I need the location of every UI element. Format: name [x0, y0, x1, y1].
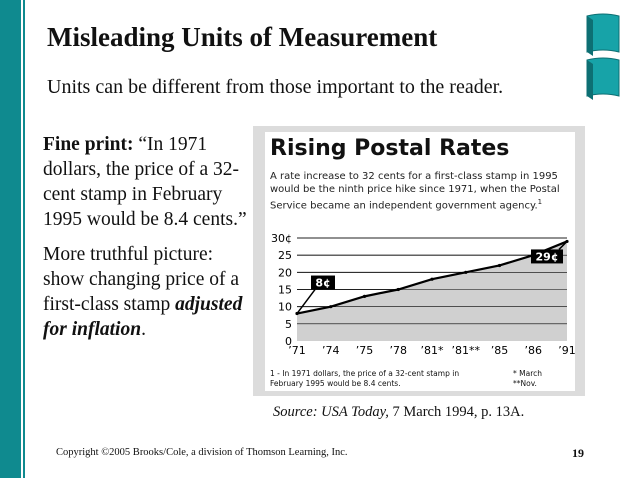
data-point — [362, 294, 367, 298]
data-point — [396, 287, 400, 292]
figure-panel: Rising Postal Rates A rate increase to 3… — [265, 132, 575, 391]
slide-title: Misleading Units of Measurement — [47, 22, 438, 52]
x-tick-label: ’71 — [288, 344, 306, 357]
x-tick-label: ’85 — [491, 344, 509, 357]
x-tick-label: ’81** — [452, 344, 481, 357]
data-point — [464, 270, 468, 274]
data-point — [329, 305, 333, 309]
page-number: 19 — [572, 446, 584, 460]
y-tick-label: 30¢ — [271, 232, 292, 245]
callout-box — [311, 275, 335, 290]
y-tick-label: 25 — [278, 249, 292, 262]
data-point — [430, 277, 434, 281]
source-citation: Source: USA Today, 7 March 1994, p. 13A. — [273, 404, 524, 421]
left-accent-line — [23, 0, 25, 478]
postal-rates-chart: 0 5 10 15 20 25 30¢ ’71 ’74 ’75 ’78 ’81* ’81** ’85 ’86… — [271, 232, 575, 357]
x-tick-label: ’81* — [421, 344, 444, 357]
truthful-text: More truthful picture: show changing pri… — [43, 244, 240, 315]
figure-footnote-left: 1 - In 1971 dollars, the price of a 32-c… — [270, 369, 460, 388]
truthful-end: . — [141, 319, 146, 340]
callout-box — [531, 249, 563, 264]
y-tick-label: 20 — [278, 266, 292, 279]
footnote-nov: **Nov. — [513, 379, 537, 388]
truthful-paragraph: More truthful picture: show changing pri… — [43, 242, 253, 342]
figure-footnote-right: * March **Nov. — [513, 369, 542, 389]
y-tick-label: 10 — [278, 301, 292, 314]
x-tick-label: ’75 — [356, 344, 374, 357]
x-tick-label: ’91 — [558, 344, 575, 357]
x-tick-label: ’74 — [322, 344, 340, 357]
y-tick-label: 15 — [278, 284, 292, 297]
fine-print-paragraph: Fine print: “In 1971 dollars, the price … — [43, 132, 253, 232]
x-tick-label: ’78 — [390, 344, 408, 357]
figure-description-text: A rate increase to 32 cents for a first-… — [270, 171, 560, 212]
figure-description: A rate increase to 32 cents for a first-… — [270, 170, 570, 212]
callout-label: 8¢ — [315, 277, 330, 290]
left-accent-bar — [0, 0, 21, 478]
footnote-march: * March — [513, 369, 542, 378]
y-tick-label: 0 — [285, 335, 292, 348]
callout-pointer — [558, 240, 568, 250]
truthful-emphasis: adjusted for inflation — [43, 294, 243, 340]
copyright-notice: Copyright ©2005 Brooks/Cole, a division … — [56, 447, 348, 458]
callout-pointer — [296, 289, 316, 314]
fine-print-text: “In 1971 dollars, the price of a 32-cent… — [43, 134, 247, 230]
postal-rates-figure: Rising Postal Rates A rate increase to 3… — [253, 126, 585, 396]
ribbon-decoration — [586, 13, 620, 100]
source-text: 7 March 1994, p. 13A. — [388, 404, 525, 420]
y-tick-label: 5 — [285, 318, 292, 331]
fine-print-label: Fine print: — [43, 134, 134, 155]
x-tick-label: ’86 — [525, 344, 543, 357]
figure-title: Rising Postal Rates — [270, 136, 510, 161]
callout-label: 29¢ — [536, 250, 559, 263]
source-label: Source: USA Today, — [273, 404, 389, 420]
left-text-column: Fine print: “In 1971 dollars, the price … — [43, 132, 253, 352]
slide-subtitle: Units can be different from those import… — [47, 76, 504, 98]
data-point — [497, 263, 502, 268]
figure-description-sup: 1 — [537, 198, 543, 206]
